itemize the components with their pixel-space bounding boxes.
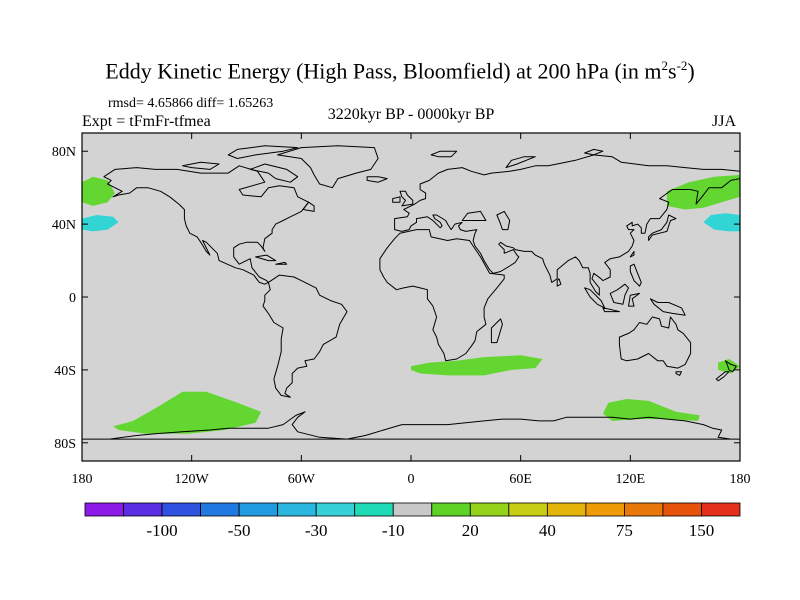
y-tick-label: 0 (69, 291, 76, 306)
coastline-eurasia (394, 154, 740, 296)
coastline-severnaya (584, 148, 604, 156)
colorbar: -100 -50 -30 -10 20 40 75 150 (84, 502, 741, 540)
colorbar-swatch (123, 502, 163, 517)
title-text-mid: s (668, 58, 677, 84)
anomaly-region-north-pacific-east (82, 176, 115, 206)
coastline-borneo (609, 283, 629, 305)
colorbar-swatch (200, 502, 240, 517)
title-sup-2: -2 (676, 58, 688, 73)
coastline-caspian (496, 210, 511, 231)
y-tick-label: 40N (52, 218, 76, 233)
coastline-canadian-arctic-2 (227, 145, 299, 159)
title-text-end: ) (687, 58, 695, 84)
y-tick-label: 40S (54, 364, 76, 379)
title-text: Eddy Kinetic Energy (High Pass, Bloomfie… (105, 58, 662, 84)
x-tick-label: 180 (72, 472, 93, 487)
coastline-ireland (392, 196, 401, 203)
coastline-madagascar (490, 318, 503, 344)
colorbar-swatch (585, 502, 625, 517)
colorbar-swatch (392, 502, 433, 517)
coastline-black-sea (461, 210, 487, 221)
coastline-tasmania (675, 371, 682, 376)
coastlines (82, 145, 740, 440)
x-tick-label: 0 (408, 472, 415, 487)
coastline-sri-lanka (556, 278, 562, 287)
y-tick-label: 80N (52, 145, 76, 160)
coastline-baffin (249, 163, 299, 183)
colorbar-label: 20 (462, 521, 479, 540)
coastline-newfoundland (302, 201, 315, 212)
anomaly-region-subtropical-pacific-west (703, 213, 740, 232)
anomaly-regions (82, 174, 740, 434)
coastline-africa (379, 229, 505, 362)
colorbar-swatch (315, 502, 356, 517)
colorbar-swatch (161, 502, 201, 517)
anomaly-region-north-pacific-west (666, 174, 740, 210)
colorbar-label: 75 (616, 521, 633, 540)
colorbar-label: 40 (539, 521, 556, 540)
plot-title: Eddy Kinetic Energy (High Pass, Bloomfie… (0, 58, 800, 84)
anomaly-region-south-of-australia (602, 399, 700, 421)
coastline-sulawesi (628, 292, 640, 307)
coastline-new-guinea (649, 298, 686, 316)
stats-label: rmsd= 4.65866 diff= 1.65263 (108, 96, 274, 111)
colorbar-label: 150 (689, 521, 715, 540)
coastline-iceland (366, 176, 388, 183)
colorbar-swatch (469, 502, 510, 517)
coastline-cuba (255, 254, 277, 262)
x-tick-label: 120W (175, 472, 210, 487)
colorbar-label: -50 (228, 521, 251, 540)
coastline-north-america (103, 165, 310, 285)
coastline-canadian-arctic-1 (182, 161, 220, 170)
coastline-new-zealand-north (724, 360, 737, 373)
coastline-south-america (262, 274, 348, 398)
experiment-label: Expt = tFmFr-tfmea (82, 113, 211, 130)
coastline-greenland (277, 145, 379, 189)
period-label: 3220kyr BP - 0000kyr BP (327, 106, 495, 123)
title-sup-1: 2 (661, 58, 669, 73)
anomaly-region-south-pacific (113, 391, 262, 434)
x-tick-label: 120E (616, 472, 646, 487)
anomaly-region-subtropical-pacific-east (82, 215, 119, 232)
colorbar-swatch (238, 502, 279, 517)
anomaly-region-south-indian-ocean (411, 355, 543, 376)
coastline-antarctica (82, 411, 740, 440)
colorbar-label: -10 (382, 521, 405, 540)
colorbar-swatch (277, 502, 317, 517)
x-tick-label: 60W (288, 472, 316, 487)
coastline-australia (618, 316, 692, 369)
colorbar-swatch (546, 502, 587, 517)
colorbar-swatch (431, 502, 471, 517)
coastline-philippines (629, 263, 642, 287)
colorbar-swatch (701, 502, 741, 517)
y-tick-label: 80S (54, 437, 76, 452)
coastline-svalbard (430, 150, 458, 158)
coastline-japan (648, 214, 677, 241)
coastline-novaya-zemlya (505, 156, 536, 169)
colorbar-swatch (354, 502, 394, 517)
colorbar-label: -30 (305, 521, 328, 540)
coastline-new-zealand-south (715, 371, 730, 382)
colorbar-swatch (662, 502, 702, 517)
x-tick-label: 60E (509, 472, 532, 487)
x-tick-label: 180 (730, 472, 751, 487)
colorbar-swatch (508, 502, 548, 517)
coastline-java (602, 307, 620, 313)
axis-ticks: 80N 40N 0 40S 80S 180 120W 60W 0 60E 120E 180 (52, 133, 751, 487)
coastline-taiwan (629, 250, 635, 258)
coastline-great-britain (399, 190, 414, 207)
colorbar-label: -100 (146, 521, 177, 540)
colorbar-swatch (84, 502, 124, 517)
season-label: JJA (712, 113, 737, 130)
coastline-hispaniola (275, 261, 288, 265)
colorbar-swatch (624, 502, 664, 517)
